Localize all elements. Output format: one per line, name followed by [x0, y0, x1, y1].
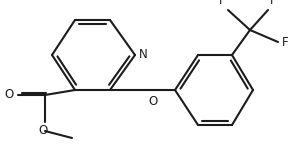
- Text: F: F: [282, 35, 289, 49]
- Text: O: O: [38, 124, 48, 137]
- Text: O: O: [148, 95, 158, 108]
- Text: F: F: [270, 0, 277, 7]
- Text: O: O: [5, 89, 14, 102]
- Text: N: N: [139, 49, 148, 62]
- Text: F: F: [218, 0, 225, 7]
